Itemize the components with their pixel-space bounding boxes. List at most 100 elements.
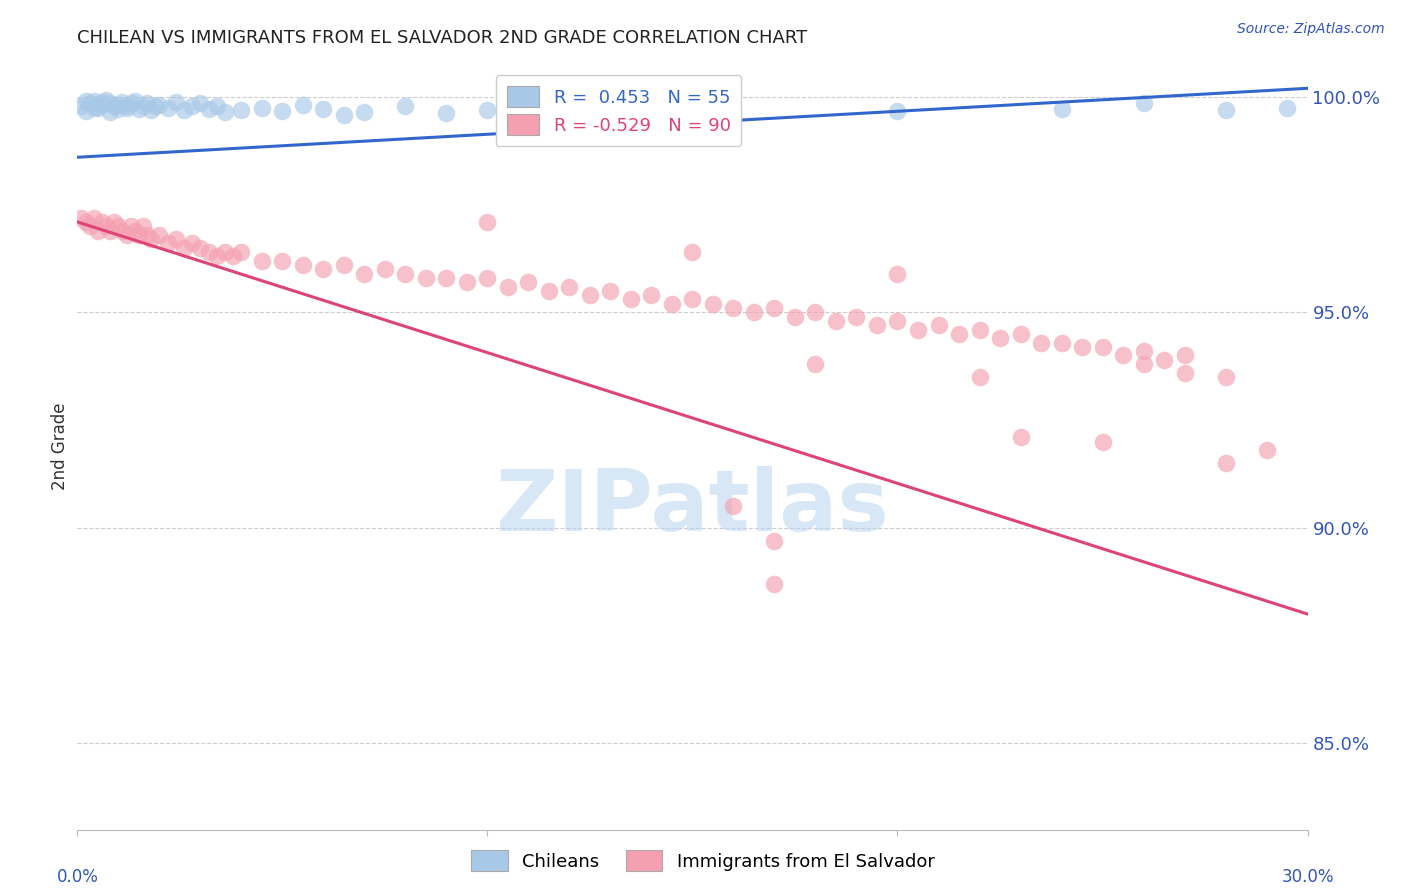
Point [394, 267, 416, 281]
Point [128, 102, 150, 116]
Point [173, 241, 195, 255]
Point [907, 323, 929, 337]
Point [456, 275, 478, 289]
Point [165, 95, 187, 109]
Point [205, 98, 228, 112]
Point [1050, 335, 1073, 350]
Point [75, 94, 97, 108]
Point [579, 288, 602, 302]
Text: CHILEAN VS IMMIGRANTS FROM EL SALVADOR 2ND GRADE CORRELATION CHART: CHILEAN VS IMMIGRANTS FROM EL SALVADOR 2… [77, 29, 807, 47]
Point [165, 232, 187, 246]
Point [197, 102, 219, 116]
Point [558, 279, 581, 293]
Point [103, 215, 125, 229]
Point [181, 236, 204, 251]
Point [94, 219, 117, 234]
Point [477, 103, 499, 117]
Point [1050, 102, 1073, 116]
Point [222, 249, 245, 263]
Point [640, 105, 662, 120]
Point [353, 105, 375, 120]
Point [640, 288, 662, 302]
Point [845, 310, 868, 324]
Point [197, 245, 219, 260]
Point [496, 279, 519, 293]
Point [1174, 366, 1197, 380]
Point [173, 103, 195, 117]
Point [124, 94, 146, 108]
Point [723, 107, 745, 121]
Point [599, 284, 621, 298]
Point [661, 297, 683, 311]
Point [1029, 335, 1052, 350]
Point [763, 533, 786, 548]
Point [620, 293, 643, 307]
Point [436, 271, 458, 285]
Point [70, 98, 93, 112]
Point [804, 357, 827, 371]
Point [537, 284, 560, 298]
Point [1132, 96, 1154, 111]
Y-axis label: 2nd Grade: 2nd Grade [51, 402, 69, 490]
Point [886, 103, 908, 118]
Point [70, 211, 93, 225]
Point [107, 97, 129, 112]
Point [136, 227, 159, 242]
Point [90, 97, 114, 112]
Text: ZIPatlas: ZIPatlas [495, 466, 890, 549]
Point [415, 271, 437, 285]
Point [312, 102, 335, 116]
Text: 0.0%: 0.0% [56, 869, 98, 887]
Point [969, 323, 991, 337]
Point [969, 370, 991, 384]
Point [1256, 443, 1278, 458]
Point [1215, 103, 1237, 117]
Point [79, 219, 101, 234]
Point [825, 314, 848, 328]
Point [763, 301, 786, 315]
Point [79, 96, 101, 111]
Point [312, 262, 335, 277]
Point [291, 258, 314, 272]
Text: 30.0%: 30.0% [1281, 869, 1334, 887]
Point [1091, 434, 1114, 449]
Point [723, 500, 745, 514]
Point [394, 99, 416, 113]
Point [115, 101, 138, 115]
Point [132, 98, 155, 112]
Point [188, 241, 212, 255]
Point [333, 108, 356, 122]
Point [188, 96, 212, 111]
Point [214, 105, 236, 120]
Point [702, 297, 724, 311]
Point [742, 305, 765, 319]
Legend: Chileans, Immigrants from El Salvador: Chileans, Immigrants from El Salvador [464, 843, 942, 879]
Point [103, 99, 125, 113]
Point [231, 245, 253, 260]
Point [132, 219, 155, 234]
Point [148, 227, 170, 242]
Point [148, 97, 170, 112]
Point [115, 227, 138, 242]
Point [436, 106, 458, 120]
Point [804, 305, 827, 319]
Text: Source: ZipAtlas.com: Source: ZipAtlas.com [1237, 22, 1385, 37]
Legend: R =  0.453   N = 55, R = -0.529   N = 90: R = 0.453 N = 55, R = -0.529 N = 90 [496, 75, 741, 146]
Point [107, 219, 129, 234]
Point [250, 101, 273, 115]
Point [128, 227, 150, 242]
Point [1091, 340, 1114, 354]
Point [107, 102, 129, 116]
Point [517, 275, 540, 289]
Point [250, 253, 273, 268]
Point [988, 331, 1011, 345]
Point [98, 223, 121, 237]
Point [1275, 101, 1298, 115]
Point [75, 215, 97, 229]
Point [205, 249, 228, 263]
Point [156, 236, 179, 251]
Point [90, 95, 114, 109]
Point [1132, 357, 1154, 371]
Point [115, 99, 138, 113]
Point [156, 101, 179, 115]
